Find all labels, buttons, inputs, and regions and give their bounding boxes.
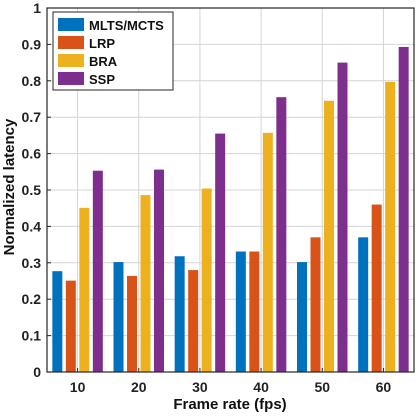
y-tick-label: 0.4 [22,218,42,234]
x-tick-label: 20 [131,379,147,395]
bar [65,280,76,372]
legend-swatch [58,72,84,85]
y-tick-label: 0 [33,364,41,380]
bar [235,251,246,372]
y-tick-label: 0.6 [22,146,42,162]
bar [140,195,151,372]
bar [174,256,185,372]
y-tick-label: 1 [33,0,41,16]
y-tick-label: 0.1 [22,328,42,344]
legend-swatch [58,18,84,31]
y-tick-label: 0.9 [22,36,42,52]
bar [371,204,382,372]
bar [337,62,348,372]
x-tick-label: 40 [253,379,269,395]
bar [154,169,164,372]
bar [276,97,287,373]
legend-swatch [58,54,84,67]
x-tick-label: 10 [70,379,86,395]
bar [215,133,226,372]
legend: MLTS/MCTS LRP BRA SSP [52,11,174,91]
bar [201,188,212,372]
bar [79,207,90,372]
bar [127,275,137,372]
bar [324,100,334,372]
bar [297,262,307,372]
bar [113,262,124,372]
legend-swatch [58,36,84,49]
bar [385,81,396,372]
y-tick-label: 0.5 [22,182,42,198]
legend-label: BRA [89,54,118,69]
x-tick-label: 50 [314,379,330,395]
axes [46,7,415,373]
bar [262,132,273,372]
legend-label: LRP [89,36,115,51]
x-axis-title: Frame rate (fps) [173,396,286,413]
bar [310,237,321,372]
x-tick-label: 30 [192,379,208,395]
y-axis-title: Normalized latency [1,118,18,255]
bar [249,251,260,372]
bar [52,271,63,372]
bar [188,270,199,372]
bars [52,46,409,373]
y-tick-label: 0.3 [22,255,42,271]
bar [398,46,409,372]
y-tick-label: 0.8 [22,73,42,89]
bar [358,237,369,372]
legend-label: SSP [89,72,115,87]
legend-label: MLTS/MCTS [89,18,164,33]
x-tick-label: 60 [376,379,392,395]
y-tick-label: 0.2 [22,291,42,307]
tick-labels: 0 0.1 0.2 0.3 0.4 0.5 0.6 0.7 0.8 0.9 1 10 20 30 40 50 6… [22,0,392,395]
bar [92,170,103,372]
y-tick-label: 0.7 [22,109,42,125]
